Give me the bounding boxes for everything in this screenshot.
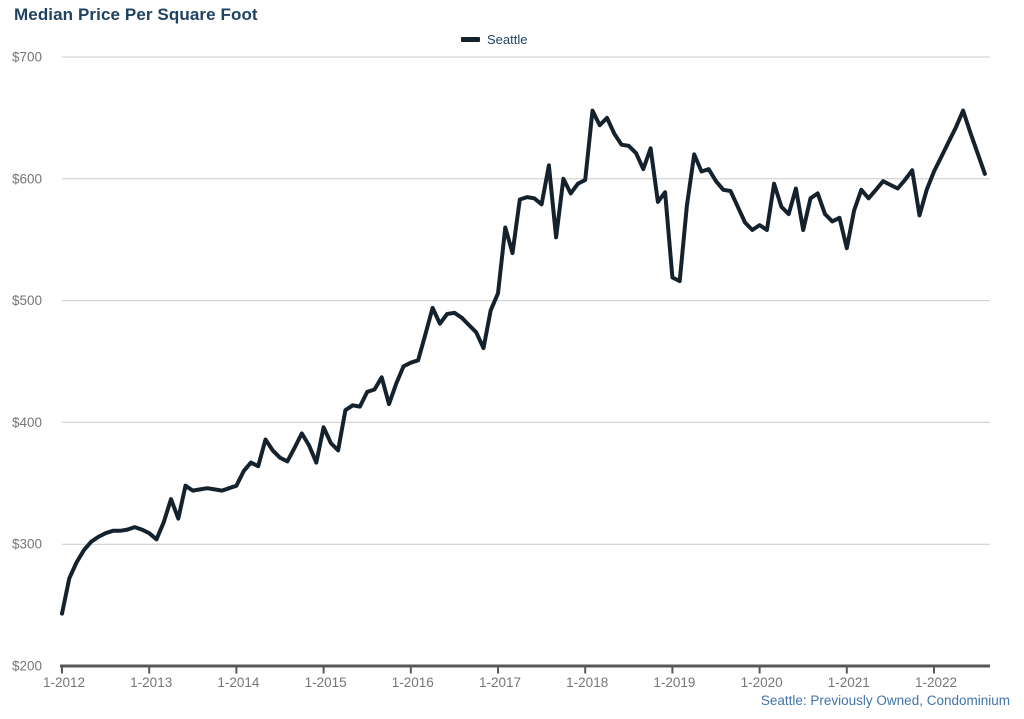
x-axis: 1-2012 1-2013 1-2014 1-2015 1-2016 1-2017 1-20… (43, 664, 990, 690)
y-axis-tick-label: $200 (12, 659, 42, 674)
legend-line-swatch (461, 37, 480, 42)
series-line-seattle (60, 108, 987, 616)
gridlines (62, 56, 990, 545)
legend: Seattle (461, 32, 527, 47)
x-axis-tick-label: 1-2013 (130, 675, 172, 690)
x-axis-tick-label: 1-2019 (653, 675, 695, 690)
x-axis-tick-label: 1-2015 (305, 675, 347, 690)
y-axis-tick-label: $400 (12, 415, 42, 430)
y-axis-labels: $200 $300 $400 $500 $600 $700 (12, 50, 42, 674)
y-axis-tick-label: $700 (12, 50, 42, 65)
x-axis-tick-label: 1-2018 (566, 675, 608, 690)
chart-title: Median Price Per Square Foot (14, 5, 258, 24)
x-axis-tick-label: 1-2017 (479, 675, 521, 690)
legend-series-label: Seattle (487, 32, 528, 47)
x-axis-tick-label: 1-2014 (217, 675, 260, 690)
y-axis-tick-label: $600 (12, 171, 42, 186)
source-note: Seattle: Previously Owned, Condominium (760, 693, 1010, 708)
y-axis-tick-label: $300 (12, 537, 42, 552)
x-axis-tick-label: 1-2021 (828, 675, 870, 690)
x-axis-tick-label: 1-2016 (392, 675, 434, 690)
x-axis-tick-label: 1-2022 (915, 675, 957, 690)
y-axis-tick-label: $500 (12, 293, 42, 308)
x-axis-tick-label: 1-2020 (741, 675, 783, 690)
x-axis-tick-label: 1-2012 (43, 675, 85, 690)
